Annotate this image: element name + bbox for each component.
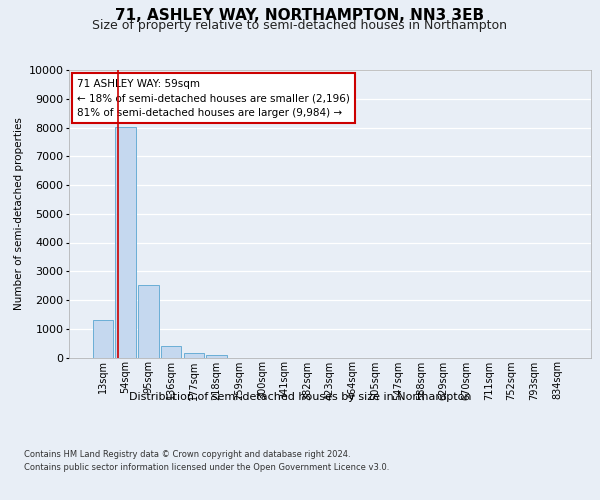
Text: Contains HM Land Registry data © Crown copyright and database right 2024.: Contains HM Land Registry data © Crown c… (24, 450, 350, 459)
Text: Size of property relative to semi-detached houses in Northampton: Size of property relative to semi-detach… (92, 19, 508, 32)
Bar (161, 346, 181, 358)
Bar (184, 354, 204, 358)
Y-axis label: Number of semi-detached properties: Number of semi-detached properties (14, 118, 24, 310)
Bar (206, 355, 227, 358)
Text: Distribution of semi-detached houses by size in Northampton: Distribution of semi-detached houses by … (129, 392, 471, 402)
Bar (93, 320, 113, 358)
Text: Contains public sector information licensed under the Open Government Licence v3: Contains public sector information licen… (24, 462, 389, 471)
Text: 71, ASHLEY WAY, NORTHAMPTON, NN3 3EB: 71, ASHLEY WAY, NORTHAMPTON, NN3 3EB (115, 8, 485, 22)
Text: 71 ASHLEY WAY: 59sqm
← 18% of semi-detached houses are smaller (2,196)
81% of se: 71 ASHLEY WAY: 59sqm ← 18% of semi-detac… (77, 78, 350, 118)
Bar (138, 285, 158, 358)
Bar (115, 127, 136, 358)
